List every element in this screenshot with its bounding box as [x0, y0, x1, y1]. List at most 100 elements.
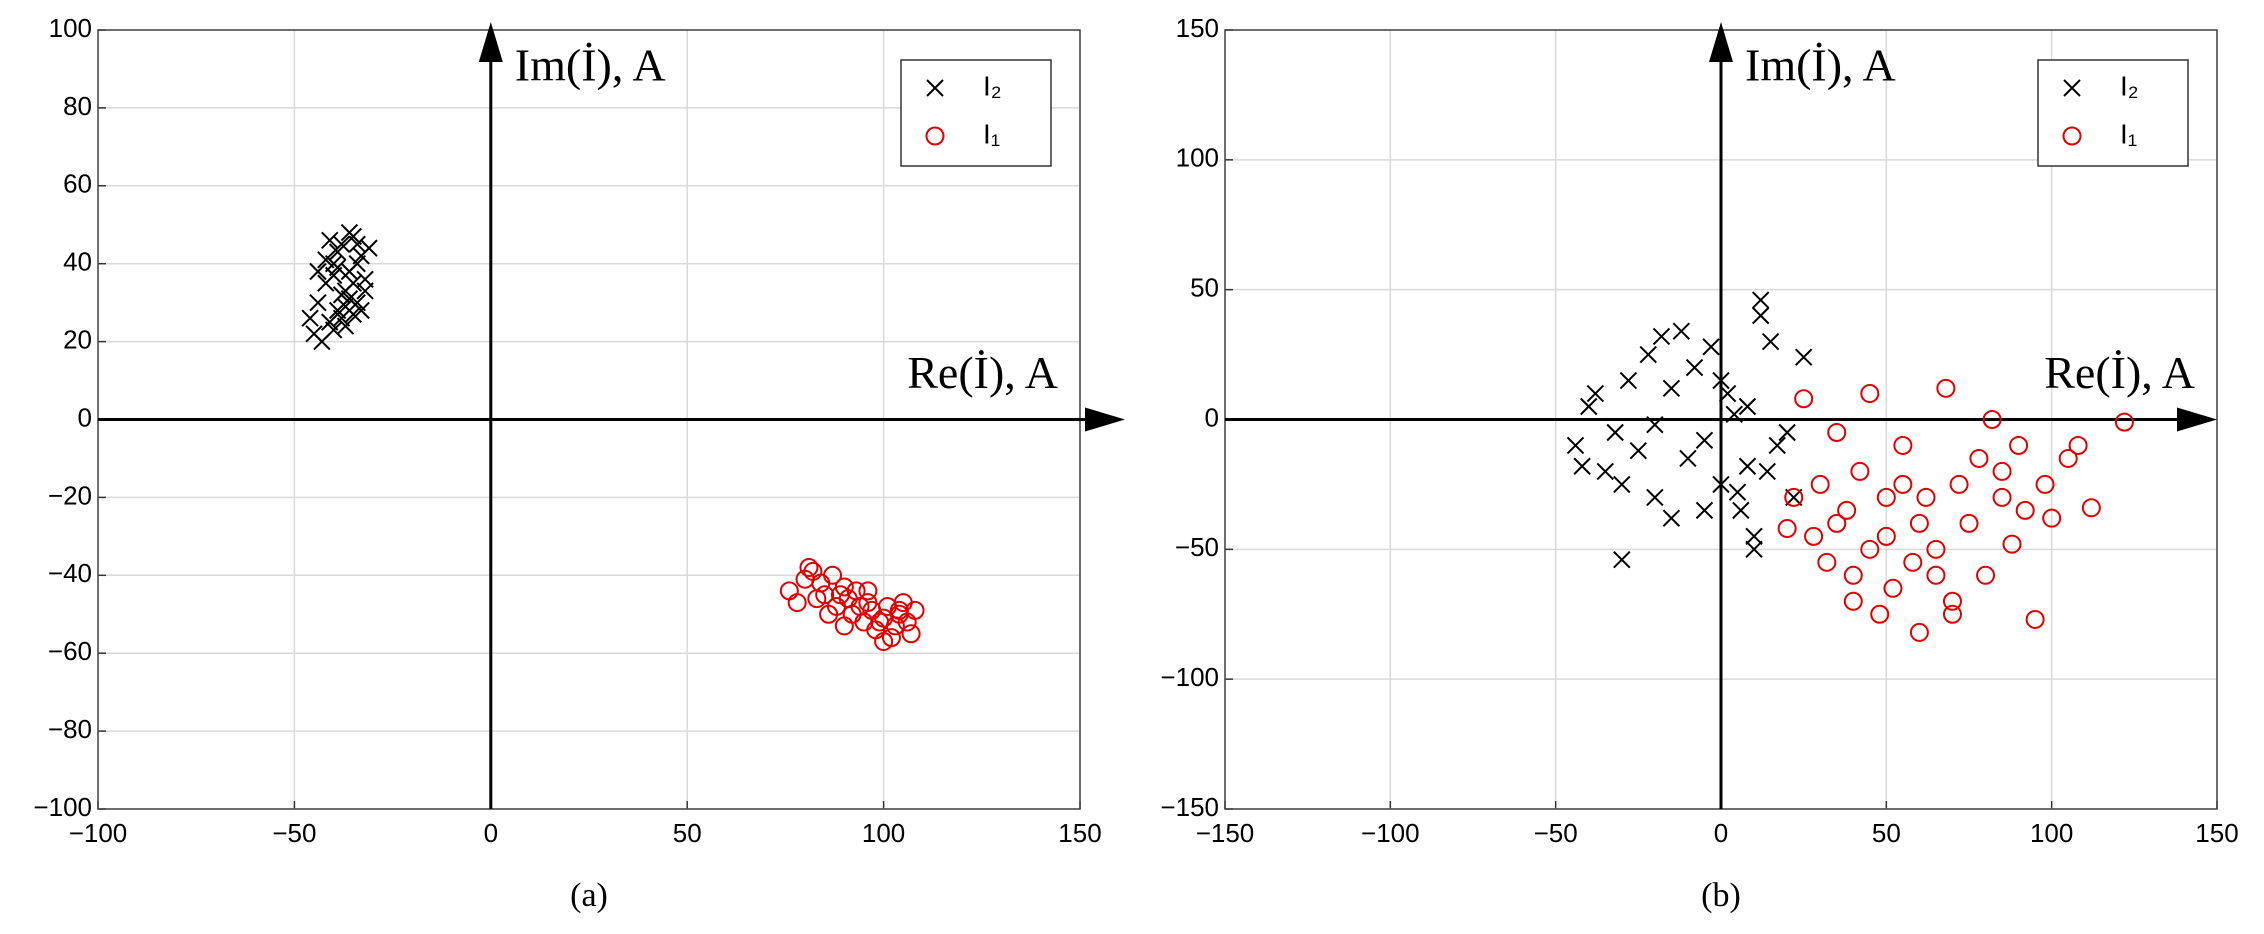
x-tick-label: −150 [1196, 818, 1255, 848]
y-tick-label: 0 [78, 402, 92, 432]
point-marker [1613, 551, 1631, 569]
point-marker [301, 309, 319, 327]
point-marker [360, 239, 378, 257]
x-tick-label: 50 [673, 818, 702, 848]
point-marker [1837, 500, 1857, 520]
arrow-head [1085, 407, 1125, 432]
legend-marker [925, 126, 945, 146]
y-tick-label: −100 [33, 792, 92, 822]
chart-panel: −100 −50 0 50 100 150 −100 −80 −60 −40 −20 0 20 40 60 8… [33, 13, 1125, 914]
point-marker [1695, 501, 1714, 520]
y-axis-annotation: Im(İ), A [515, 40, 666, 91]
point-marker [1777, 519, 1797, 539]
y-tick-label: 60 [63, 169, 92, 199]
point-marker [1883, 578, 1903, 598]
point-marker [1639, 345, 1657, 364]
arrow-head [2177, 407, 2217, 432]
point-marker [1745, 540, 1763, 559]
y-axis-annotation: Im(İ), A [1745, 40, 1896, 91]
y-tick-label: 80 [63, 91, 92, 121]
point-marker [1662, 379, 1681, 398]
legend-marker [2062, 126, 2082, 146]
point-marker [321, 231, 339, 250]
y-tick-label: −80 [48, 714, 92, 744]
point-marker [834, 616, 854, 636]
point-marker [348, 235, 366, 253]
point-marker [2002, 534, 2022, 554]
legend-box [2037, 59, 2189, 167]
point-marker [1827, 513, 1847, 533]
point-marker [1738, 397, 1757, 416]
point-marker [1843, 591, 1863, 611]
legend-box [900, 59, 1052, 167]
point-marker [850, 596, 870, 616]
point-marker [1758, 462, 1776, 481]
point-marker [889, 600, 909, 620]
point-marker [799, 558, 819, 578]
point-marker [1646, 488, 1664, 507]
point-marker [1751, 291, 1770, 309]
point-marker [905, 600, 925, 620]
panel-label: (b) [1701, 877, 1741, 914]
point-marker [1992, 461, 2012, 481]
panel-label: (a) [570, 877, 608, 914]
y-tick-label: −50 [1175, 532, 1219, 562]
point-marker [2009, 435, 2029, 455]
x-tick-label: 100 [862, 818, 905, 848]
x-axis-annotation: Re(İ), A [907, 347, 1058, 398]
point-marker [1976, 565, 1996, 585]
point-marker [1566, 436, 1585, 455]
point-marker [830, 585, 850, 605]
point-marker [1580, 397, 1598, 416]
point-marker [1909, 513, 1929, 533]
point-marker [1738, 457, 1757, 475]
y-tick-label: 100 [1176, 143, 1219, 173]
point-marker [2114, 412, 2134, 432]
point-marker [1909, 622, 1929, 642]
legend-marker [2063, 79, 2081, 97]
legend-label: I₂ [983, 70, 1002, 101]
y-tick-label: 0 [1205, 402, 1219, 432]
point-marker [1860, 539, 1880, 559]
point-marker [2042, 508, 2062, 528]
point-marker [328, 243, 347, 261]
point-marker [787, 593, 807, 613]
point-marker [1718, 384, 1737, 403]
point-marker [1926, 539, 1946, 559]
point-marker [1982, 410, 2002, 429]
x-tick-label: −50 [272, 818, 316, 848]
point-marker [1629, 441, 1648, 460]
point-marker [1778, 423, 1796, 442]
legend-label: I₁ [2120, 118, 2137, 149]
point-marker [1810, 474, 1830, 494]
y-tick-label: 20 [63, 324, 92, 354]
y-tick-label: 150 [1176, 13, 1219, 43]
point-marker [858, 581, 878, 601]
point-marker [1685, 358, 1704, 377]
point-marker [2058, 448, 2078, 468]
x-tick-label: 0 [1714, 818, 1728, 848]
point-marker [1969, 448, 1989, 468]
point-marker [1613, 475, 1631, 494]
point-marker [1732, 501, 1750, 520]
point-marker [1926, 565, 1946, 585]
point-marker [1804, 526, 1824, 546]
point-marker [1850, 461, 1870, 481]
y-tick-label: −150 [1160, 792, 1219, 822]
point-marker [340, 223, 359, 242]
point-marker [1695, 431, 1714, 449]
point-marker [1942, 604, 1962, 624]
point-marker [1949, 474, 1969, 494]
point-marker [1751, 306, 1770, 325]
point-marker [1794, 348, 1813, 366]
point-marker [1712, 371, 1730, 390]
point-marker [1745, 527, 1763, 546]
point-marker [317, 251, 335, 269]
point-marker [309, 293, 327, 312]
point-marker [1662, 509, 1681, 527]
point-marker [1679, 449, 1697, 468]
point-marker [1672, 322, 1691, 340]
x-tick-label: −100 [1361, 818, 1420, 848]
point-marker [874, 632, 894, 652]
